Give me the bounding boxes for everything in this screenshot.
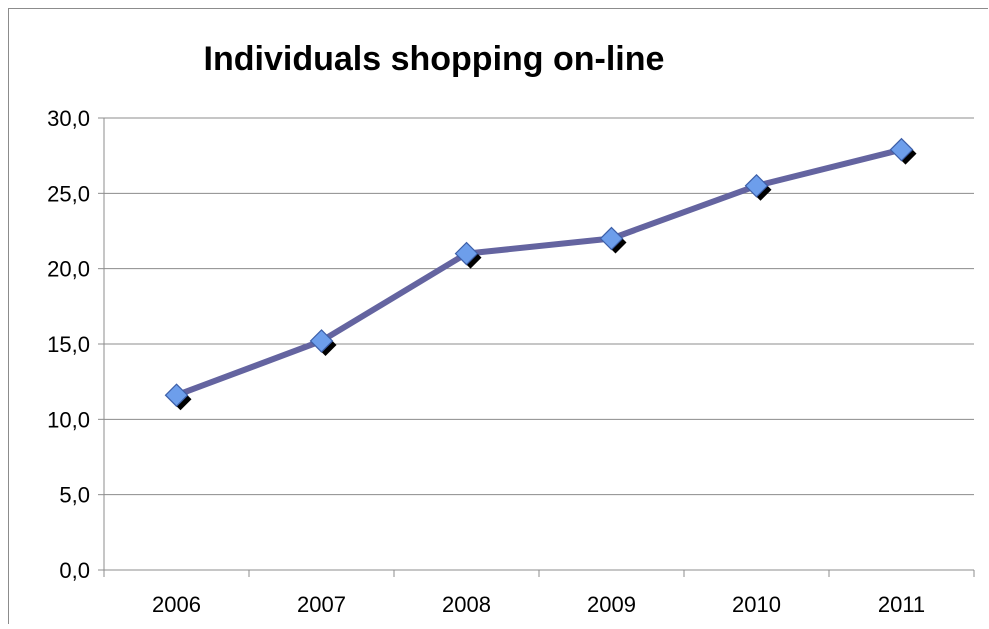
y-tick-label: 25,0 bbox=[47, 181, 90, 206]
gridlines bbox=[104, 118, 974, 495]
y-tick-label: 10,0 bbox=[47, 407, 90, 432]
y-tick-label: 30,0 bbox=[47, 106, 90, 131]
x-tick-label: 2011 bbox=[878, 592, 925, 617]
data-point bbox=[891, 139, 917, 165]
data-point bbox=[456, 243, 482, 269]
y-tick-label: 0,0 bbox=[59, 558, 90, 583]
x-tick-label: 2009 bbox=[587, 592, 636, 617]
x-tick-label: 2007 bbox=[297, 592, 346, 617]
axes bbox=[98, 118, 974, 577]
y-tick-label: 5,0 bbox=[59, 483, 90, 508]
x-tick-label: 2006 bbox=[152, 592, 201, 617]
y-tick-label: 20,0 bbox=[47, 257, 90, 282]
series-line bbox=[177, 150, 902, 396]
y-tick-labels: 0,0 5,0 10,0 15,0 20,0 25,0 30,0 bbox=[47, 106, 90, 583]
series bbox=[166, 139, 917, 411]
x-tick-labels: 2006 2007 2008 2009 2010 2011 bbox=[152, 592, 925, 617]
x-tick-label: 2008 bbox=[442, 592, 491, 617]
data-point bbox=[746, 175, 772, 201]
x-tick-label: 2010 bbox=[732, 592, 781, 617]
y-tick-label: 15,0 bbox=[47, 332, 90, 357]
